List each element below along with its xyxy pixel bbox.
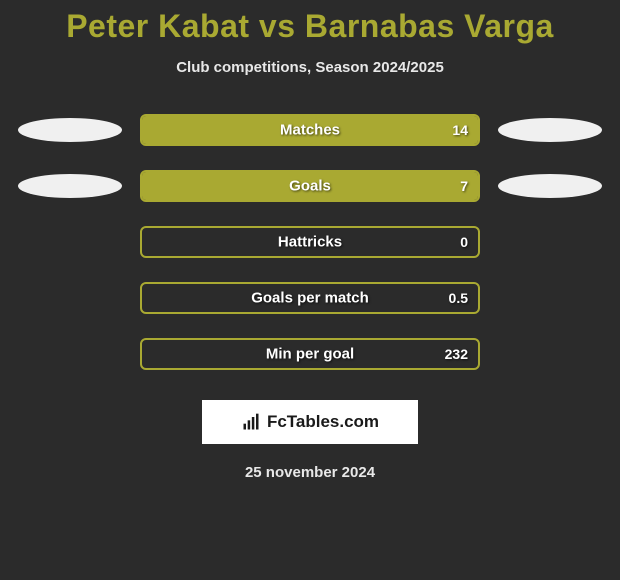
comparison-infographic: Peter Kabat vs Barnabas Varga Club compe…: [0, 0, 620, 481]
stat-value: 0: [460, 234, 468, 250]
stat-label: Matches: [280, 122, 340, 139]
stat-row: Min per goal 232: [0, 338, 620, 370]
page-title: Peter Kabat vs Barnabas Varga: [0, 8, 620, 45]
stat-value: 7: [460, 178, 468, 194]
stat-bar-track: Goals 7: [140, 170, 480, 202]
player-right-marker: [498, 174, 602, 198]
stat-bar-track: Min per goal 232: [140, 338, 480, 370]
subtitle: Club competitions, Season 2024/2025: [0, 59, 620, 76]
source-logo: FcTables.com: [202, 400, 418, 444]
chart-icon: [241, 412, 261, 432]
logo-text: FcTables.com: [267, 412, 379, 432]
stat-bar-track: Matches 14: [140, 114, 480, 146]
stat-value: 0.5: [449, 290, 468, 306]
stat-value: 14: [452, 122, 468, 138]
stat-row: Hattricks 0: [0, 226, 620, 258]
stat-label: Hattricks: [278, 234, 342, 251]
stat-label: Goals: [289, 178, 331, 195]
stat-row: Goals 7: [0, 170, 620, 202]
stat-label: Min per goal: [266, 346, 354, 363]
stat-value: 232: [445, 346, 468, 362]
stat-label: Goals per match: [251, 290, 369, 307]
stat-bar-track: Goals per match 0.5: [140, 282, 480, 314]
player-left-marker: [18, 174, 122, 198]
stat-rows: Matches 14 Goals 7 Hattricks 0 Goals per match…: [0, 114, 620, 370]
player-right-marker: [498, 118, 602, 142]
stat-row: Matches 14: [0, 114, 620, 146]
stat-bar-track: Hattricks 0: [140, 226, 480, 258]
stat-row: Goals per match 0.5: [0, 282, 620, 314]
date-text: 25 november 2024: [0, 464, 620, 481]
player-left-marker: [18, 118, 122, 142]
